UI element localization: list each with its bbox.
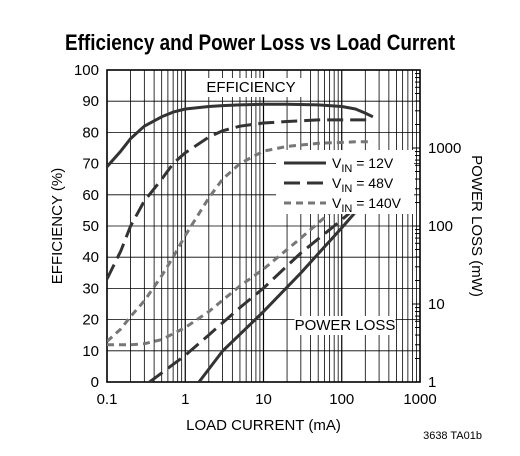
y-axis-right-labels: 1 10 100 1000 <box>428 140 461 391</box>
y-axis-left-labels: 0 10 20 30 40 50 60 70 80 90 100 <box>74 62 99 391</box>
x-tick-label: 1000 <box>403 391 436 408</box>
y-right-tick-label: 100 <box>428 218 453 235</box>
x-tick-label: 10 <box>255 391 272 408</box>
annotation-power-loss: POWER LOSS <box>295 317 396 334</box>
y-axis-left-label: EFFICIENCY (%) <box>49 168 66 284</box>
chart-title: Efficiency and Power Loss vs Load Curren… <box>64 30 456 55</box>
y-tick-label: 10 <box>82 343 99 360</box>
efficiency-line-series-3 <box>107 140 373 343</box>
y-tick-label: 70 <box>82 156 99 173</box>
x-tick-label: 100 <box>329 391 354 408</box>
x-axis-label: LOAD CURRENT (mA) <box>186 417 341 434</box>
y-tick-label: 100 <box>74 62 99 79</box>
y-tick-label: 50 <box>82 218 99 235</box>
y-tick-label: 40 <box>82 249 99 266</box>
y-right-tick-label: 10 <box>428 296 445 313</box>
figure-code: 3638 TA01b <box>423 430 482 442</box>
efficiency-line-series-2 <box>107 118 373 280</box>
power-loss-line-series-2 <box>148 191 374 382</box>
annotation-efficiency-bg <box>200 78 302 97</box>
y-tick-label: 20 <box>82 312 99 329</box>
y-axis-right-label: POWER LOSS (mW) <box>468 155 485 297</box>
y-tick-label: 60 <box>82 187 99 204</box>
y-right-tick-label: 1 <box>428 374 436 391</box>
y-tick-label: 0 <box>91 374 99 391</box>
annotation-power-loss-bg <box>294 316 396 335</box>
y-right-tick-label: 1000 <box>428 140 461 157</box>
legend-label-series-1: VIN = 12V <box>332 155 394 175</box>
x-tick-label: 1 <box>181 391 189 408</box>
legend-label-series-3: VIN = 140V <box>332 195 402 215</box>
power-loss-line-series-1 <box>197 192 374 382</box>
right-axis-ticks <box>412 73 420 383</box>
y-tick-label: 80 <box>82 124 99 141</box>
x-tick-label: 0.1 <box>97 391 118 408</box>
grid <box>107 70 420 382</box>
annotation-efficiency: EFFICIENCY <box>206 79 295 96</box>
efficiency-line-series-1 <box>107 102 374 168</box>
y-tick-label: 30 <box>82 280 99 297</box>
legend-label-series-2: VIN = 48V <box>332 175 394 195</box>
y-tick-label: 90 <box>82 93 99 110</box>
x-axis-labels: 0.1 1 10 100 1000 <box>97 391 437 408</box>
